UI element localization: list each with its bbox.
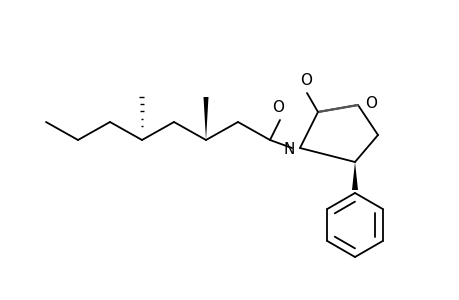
Text: O: O [299,73,311,88]
Text: O: O [271,100,283,115]
Text: N: N [283,142,294,158]
Polygon shape [203,97,208,140]
Polygon shape [351,162,357,190]
Text: O: O [364,95,376,110]
